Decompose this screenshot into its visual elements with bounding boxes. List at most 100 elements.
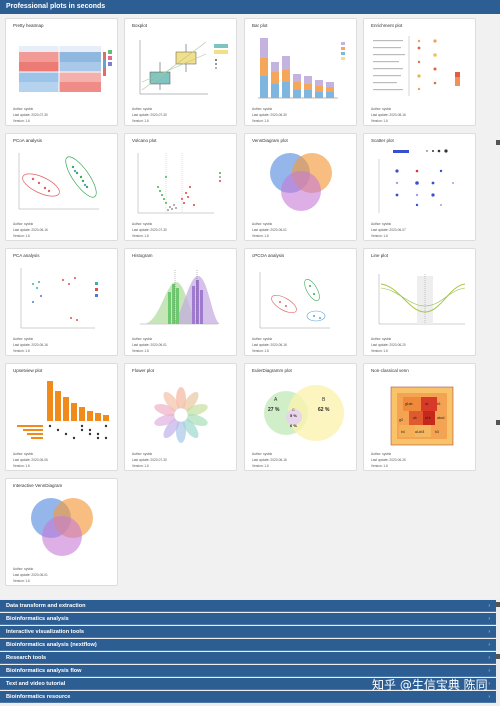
section-label: Research tools [6,655,47,661]
chevron-icon: › [488,603,490,609]
watermark-text: 知乎 @生信宝典 陈同 [372,678,488,692]
card-title: PCA analysis [13,253,40,258]
pca-thumbnail [20,268,98,329]
card-author: Author: sysbio [132,337,153,341]
card-author: Author: sysbio [132,222,153,226]
section-bioinformatics-analysis[interactable]: Bioinformatics analysis › [0,613,496,625]
scroll-marker [496,654,500,659]
card-version: Version: 1.6 [13,464,30,468]
card-version: Version: 1.6 [13,579,30,583]
card-author: Author: sysbio [13,222,34,226]
chevron-icon: › [488,616,490,622]
card-title: Non-classical venn [371,368,409,373]
euler-pct-b: 62 % [318,407,330,413]
card-pca-analysis[interactable]: PCA analysis Author: sysbio Last update:… [5,248,118,356]
card-version: Version: 1.6 [371,234,388,238]
section-research-tools[interactable]: Research tools › [0,652,496,664]
card-author: Author: sysbio [252,452,273,456]
interactive-venn-thumbnail [31,498,93,556]
section-data-transform[interactable]: Data transform and extraction › [0,600,496,612]
card-pcoa-analysis[interactable]: PCoA analysis Author: sysbio Last update… [5,133,118,241]
card-author: Author: sysbio [371,107,392,111]
section-bioinformatics-nextflow[interactable]: Bioinformatics analysis (nextflow) › [0,639,496,651]
card-title: Line plot [371,253,389,258]
card-bar-plot[interactable]: Bar plot Author: sysbio Last update: 202… [244,18,357,126]
card-eulerdiagramm-plot[interactable]: EulerDiagramm plot A B C 27 % 62 % 5 % 6… [244,363,357,471]
card-title: Boxplot [132,23,148,28]
card-updated: Last update: 2020-06-16 [13,343,48,347]
euler-label-c: C [292,407,295,412]
card-boxplot[interactable]: Boxplot Author: sysbio Last update: 2020… [124,18,237,126]
card-title: Bar plot [252,23,268,28]
card-non-classical-venn[interactable]: Non-classical venn g1ab a1 b1 ab g3 a1b … [363,363,476,471]
plot-card-grid: Pretty heatmap Author: sysbio Last updat… [0,14,500,599]
card-updated: Last update: 2020-06-26 [371,458,406,462]
chevron-icon: › [488,655,490,661]
card-title: VennDiagram plot [252,138,288,143]
card-scatter-plot[interactable]: Scatter plot Author: sysbio Last update:… [363,133,476,241]
section-header-professional-plots[interactable]: Professional plots in seconds [0,0,500,14]
card-upsetview-plot[interactable]: Upsetview plot Author: sysbio Last updat… [5,363,118,471]
section-text-video-tutorial[interactable]: Text and video tutorial › [0,678,496,690]
upsetview-thumbnail [17,381,109,440]
card-updated: Last update: 2020-06-01 [252,228,287,232]
non-classical-venn-thumbnail: g1ab a1 b1 ab g3 a1b abcd b4 a1cb3 b3 [390,386,454,446]
card-version: Version: 1.6 [13,234,30,238]
card-pretty-heatmap[interactable]: Pretty heatmap Author: sysbio Last updat… [5,18,118,126]
venn-label: b4 [401,430,405,434]
section-interactive-visualization[interactable]: Interactive visualization tools › [0,626,496,638]
section-title: Professional plots in seconds [6,3,106,10]
card-title: EulerDiagramm plot [252,368,292,373]
card-author: Author: sysbio [371,222,392,226]
card-enrichment-plot[interactable]: Enrichment plot Author: sysbio Last upda… [363,18,476,126]
section-bioinformatics-resource[interactable]: Bioinformatics resource › [0,691,496,703]
card-updated: Last update: 2020-08-16 [371,113,406,117]
venn-label: a1cb3 [415,430,424,434]
euler-pct-a: 27 % [268,407,280,413]
card-volcano-plot[interactable]: Volcano plot Author: sysbio Last update:… [124,133,237,241]
section-label: Data transform and extraction [6,603,86,609]
euler-label-b: B [322,397,326,403]
card-title: Pretty heatmap [13,23,44,28]
boxplot-thumbnail [139,40,228,95]
card-updated: Last update: 2020-06-16 [252,458,287,462]
euler-pct-c: 5 % [290,413,297,418]
scroll-marker [496,420,500,425]
card-cpcoa-analysis[interactable]: cPCOA analysis Author: sysbio Last updat… [244,248,357,356]
section-label: Bioinformatics analysis flow [6,668,82,674]
card-version: Version: 1.6 [252,234,269,238]
section-analysis-flow[interactable]: Bioinformatics analysis flow › [0,665,496,677]
card-updated: Last update: 2020-07-30 [132,228,167,232]
card-author: Author: sysbio [252,222,273,226]
section-label: Interactive visualization tools [6,629,85,635]
bar-plot-thumbnail [258,38,345,99]
card-author: Author: sysbio [132,452,153,456]
card-interactive-venndiagram[interactable]: Interactive VennDiagram Author: sysbio L… [5,478,118,586]
card-title: Scatter plot [371,138,394,143]
card-author: Author: sysbio [13,337,34,341]
pcoa-thumbnail [18,153,99,210]
euler-pct-ab: 6 % [290,423,297,428]
card-version: Version: 1.6 [132,464,149,468]
card-author: Author: sysbio [13,452,34,456]
card-line-plot[interactable]: Line plot Author: sysbio Last update: 20… [363,248,476,356]
venn-label: ab [413,416,417,420]
card-version: Version: 1.6 [371,119,388,123]
volcano-thumbnail [137,153,221,214]
card-histogram[interactable]: Histogram Author: sysbio Last update: 20… [124,248,237,356]
card-version: Version: 1.6 [13,119,30,123]
card-title: Upsetview plot [13,368,43,373]
card-flower-plot[interactable]: Flower plot Author: sysbio Last update: … [124,363,237,471]
card-version: Version: 1.6 [371,349,388,353]
card-version: Version: 1.6 [252,464,269,468]
card-title: Interactive VennDiagram [13,483,63,488]
euler-thumbnail: A B C 27 % 62 % 5 % 6 % [264,385,344,441]
card-title: Histogram [132,253,153,258]
venn-label: abcd [437,416,444,420]
card-title: Volcano plot [132,138,157,143]
section-label: Bioinformatics analysis [6,616,69,622]
card-author: Author: sysbio [252,337,273,341]
card-version: Version: 1.6 [252,349,269,353]
euler-label-a: A [274,397,278,403]
card-venndiagram-plot[interactable]: VennDiagram plot Author: sysbio Last upd… [244,133,357,241]
